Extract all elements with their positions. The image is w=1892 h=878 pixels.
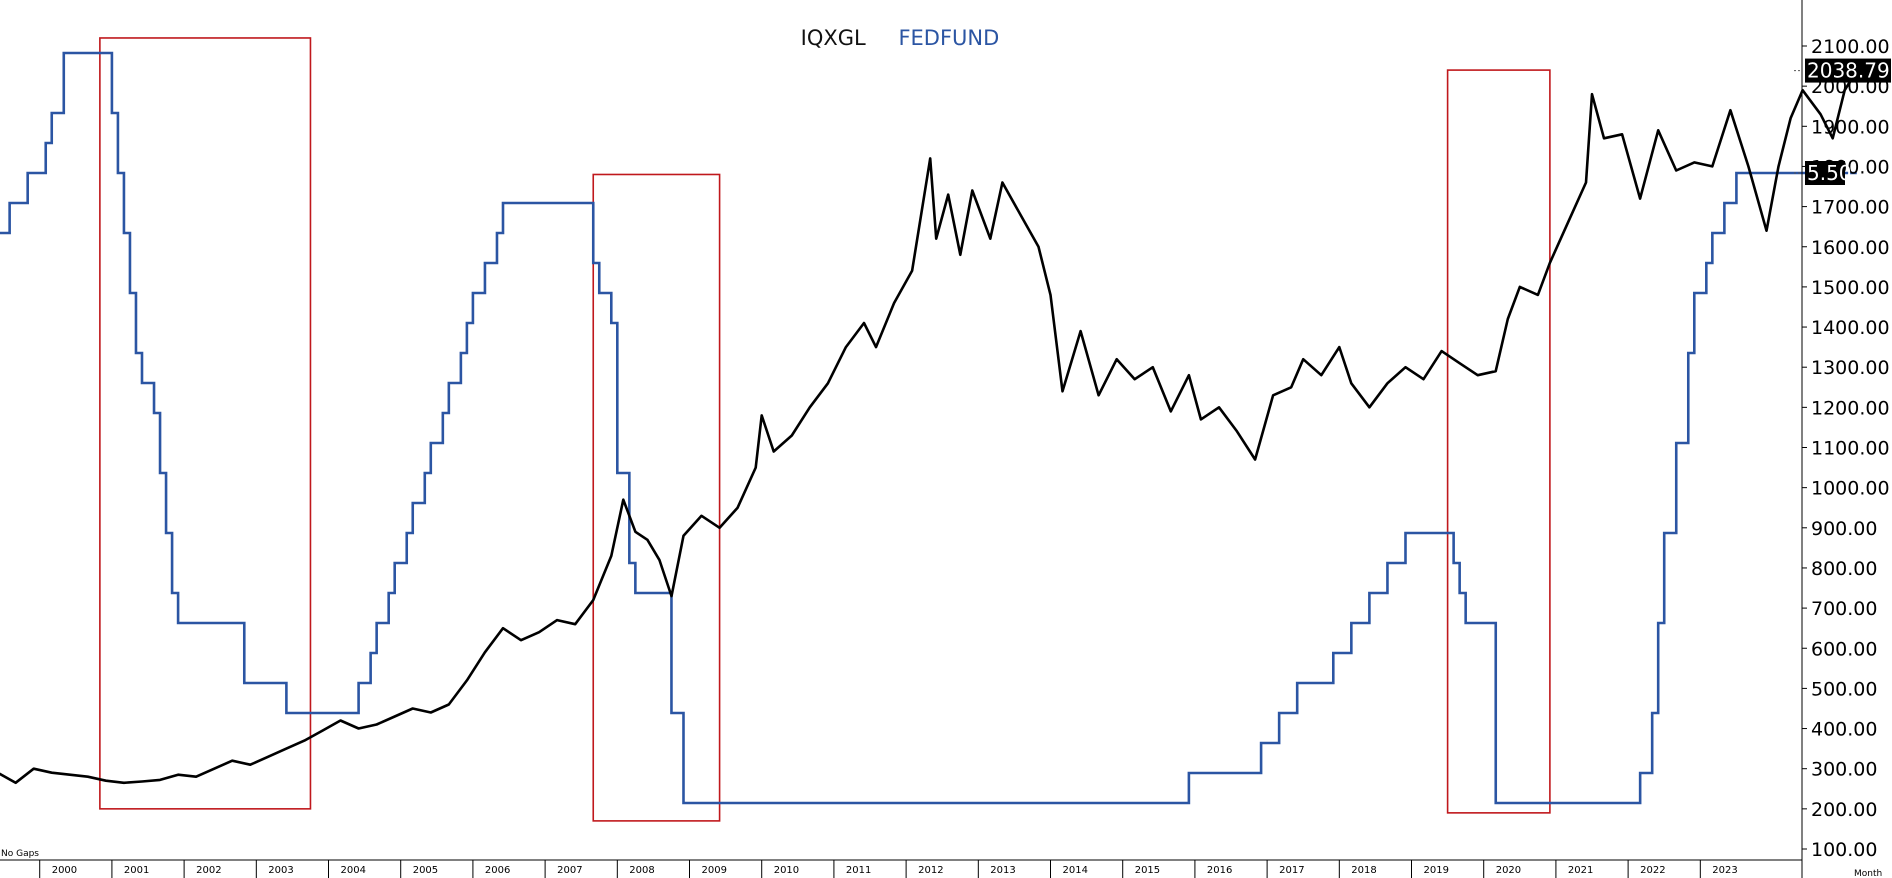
fedfund-last-value-text: 5.50 [1807,161,1852,185]
y-tick-label: 300.00 [1811,759,1877,781]
chart-legend: IQXGL FEDFUND [0,26,1800,50]
x-tick-label: 2012 [918,865,943,876]
x-tick-label: 2015 [1135,865,1160,876]
highlight-box-1 [99,37,312,810]
y-tick-label: 1200.00 [1811,397,1890,419]
x-tick-label: 2020 [1496,865,1521,876]
y-tick-label: 1300.00 [1811,357,1890,379]
no-gaps-label: No Gaps [1,849,39,859]
x-tick-label: 2007 [557,865,582,876]
iqxgl-last-value-box [1805,58,1891,83]
x-tick-label: 2008 [629,865,654,876]
period-label: Month [1854,869,1882,878]
x-tick-label: 2005 [413,865,438,876]
legend-iqxgl: IQXGL [800,26,866,50]
x-tick-label: 2006 [485,865,510,876]
x-tick-label: 2009 [702,865,727,876]
x-tick-label: 2010 [774,865,799,876]
y-tick-label: 900.00 [1811,518,1877,540]
x-tick-label: 2014 [1063,865,1088,876]
highlight-box-3 [1446,69,1551,814]
x-tick-label: 2023 [1712,865,1737,876]
y-tick-label: 400.00 [1811,719,1877,741]
y-tick-label: 1100.00 [1811,438,1890,460]
x-tick-label: 2022 [1640,865,1665,876]
x-tick-label: 2019 [1424,865,1449,876]
y-tick-label: 2100.00 [1811,36,1890,58]
x-tick-label: 2011 [846,865,871,876]
x-tick-label: 2017 [1279,865,1304,876]
iqxgl-series [0,69,1858,785]
legend-fedfund: FEDFUND [898,26,1000,50]
y-tick-label: 1700.00 [1811,197,1890,219]
last-value-tags: 2038.79 5.50 [1794,58,1891,185]
x-tick-label: 2003 [268,865,293,876]
fedfund-line [0,51,1857,805]
x-tick-label: 2018 [1351,865,1376,876]
x-tick-label: 2013 [990,865,1015,876]
y-tick-label: 1000.00 [1811,478,1890,500]
y-tick-label: 500.00 [1811,678,1877,700]
y-tick-label: 1900.00 [1811,116,1890,138]
y-tick-label: 200.00 [1811,799,1877,821]
iqxgl-line [0,69,1858,785]
fedfund-last-value-box [1805,161,1845,185]
y-tick-label: 800.00 [1811,558,1877,580]
iqxgl-last-value-text: 2038.79 [1807,59,1890,83]
fedfund-series [0,51,1857,805]
x-tick-label: 2001 [124,865,149,876]
x-tick-label: 2002 [196,865,221,876]
x-tick-label: 2016 [1207,865,1232,876]
x-tick-label: 2000 [52,865,77,876]
x-tick-label: 2004 [341,865,366,876]
y-tick-label: 700.00 [1811,598,1877,620]
y-tick-label: 1500.00 [1811,277,1890,299]
highlight-box-2 [592,173,721,822]
x-tick-label: 2021 [1568,865,1593,876]
y-tick-label: 1600.00 [1811,237,1890,259]
highlight-boxes [99,37,1551,822]
y-tick-label: 1400.00 [1811,317,1890,339]
y-tick-label: 600.00 [1811,638,1877,660]
y-tick-label: 100.00 [1811,839,1877,861]
